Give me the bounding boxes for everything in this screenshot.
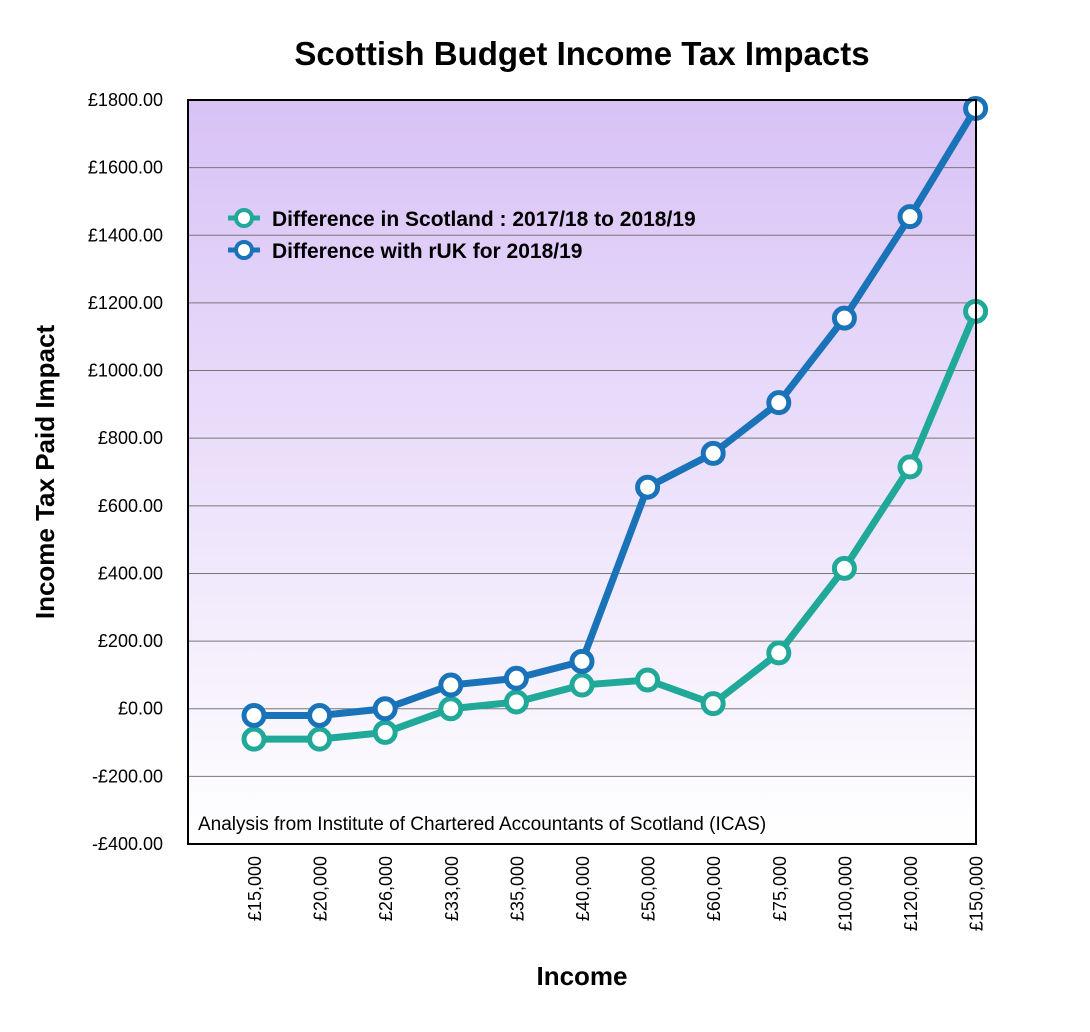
x-tick-label: £60,000 [704, 856, 724, 921]
y-tick-label: £1200.00 [88, 293, 163, 313]
y-tick-label: £0.00 [118, 699, 163, 719]
series-1-point [372, 696, 398, 722]
y-tick-label: £800.00 [98, 428, 163, 448]
y-tick-label: -£200.00 [92, 766, 163, 786]
series-1-point [569, 648, 595, 674]
x-tick-label: £15,000 [245, 856, 265, 921]
y-tick-label: £400.00 [98, 563, 163, 583]
legend-marker-scotland [234, 208, 254, 228]
legend-item-ruk: Difference with rUK for 2018/19 [228, 240, 582, 263]
legend: Difference in Scotland : 2017/18 to 2018… [228, 208, 696, 263]
series-1-point [700, 440, 726, 466]
series-0-point [700, 691, 726, 717]
x-tick-label: £26,000 [376, 856, 396, 921]
plot-border [187, 99, 977, 845]
series-0-point [897, 454, 923, 480]
series-1-point [831, 305, 857, 331]
x-tick-label: £120,000 [901, 856, 921, 931]
legend-marker-ruk [234, 240, 254, 260]
x-axis-title: Income [536, 961, 627, 991]
series-0-point [438, 696, 464, 722]
series-0-point [766, 640, 792, 666]
series-0-point [241, 726, 267, 752]
series-0-point [831, 555, 857, 581]
series-layer [241, 95, 989, 752]
series-1-point [438, 672, 464, 698]
y-tick-labels: -£400.00 -£200.00 £0.00 £200.00 £400.00 £600.… [88, 90, 163, 854]
x-tick-label: £75,000 [770, 856, 790, 921]
series-1-point [307, 702, 333, 728]
y-tick-label: £1800.00 [88, 90, 163, 110]
series-1-point [766, 390, 792, 416]
series-0-point [635, 667, 661, 693]
series-0-point [307, 726, 333, 752]
y-axis-title: Income Tax Paid Impact [30, 325, 60, 620]
x-tick-labels: £15,000 £20,000 £26,000 £33,000 £35,000 £40,0… [245, 856, 987, 931]
series-0-point [569, 672, 595, 698]
x-tick-label: £50,000 [639, 856, 659, 921]
source-annotation: Analysis from Institute of Chartered Acc… [198, 814, 766, 835]
series-0-point [503, 689, 529, 715]
x-tick-label: £40,000 [573, 856, 593, 921]
chart-title: Scottish Budget Income Tax Impacts [294, 35, 869, 72]
y-tick-label: £200.00 [98, 631, 163, 651]
legend-label-scotland: Difference in Scotland : 2017/18 to 2018… [272, 208, 696, 231]
x-tick-label: £150,000 [967, 856, 987, 931]
x-tick-label: £33,000 [442, 856, 462, 921]
series-0-point [372, 719, 398, 745]
series-1-point [503, 665, 529, 691]
x-tick-label: £35,000 [507, 856, 527, 921]
x-tick-label: £20,000 [311, 856, 331, 921]
y-tick-label: £1000.00 [88, 361, 163, 381]
series-1-point [241, 702, 267, 728]
y-tick-label: -£400.00 [92, 834, 163, 854]
y-tick-label: £600.00 [98, 496, 163, 516]
x-tick-label: £100,000 [835, 856, 855, 931]
y-tick-label: £1600.00 [88, 158, 163, 178]
legend-label-ruk: Difference with rUK for 2018/19 [272, 240, 582, 263]
series-1-point [897, 204, 923, 230]
series-1-point [635, 474, 661, 500]
legend-item-scotland: Difference in Scotland : 2017/18 to 2018… [228, 208, 696, 231]
y-tick-label: £1400.00 [88, 225, 163, 245]
